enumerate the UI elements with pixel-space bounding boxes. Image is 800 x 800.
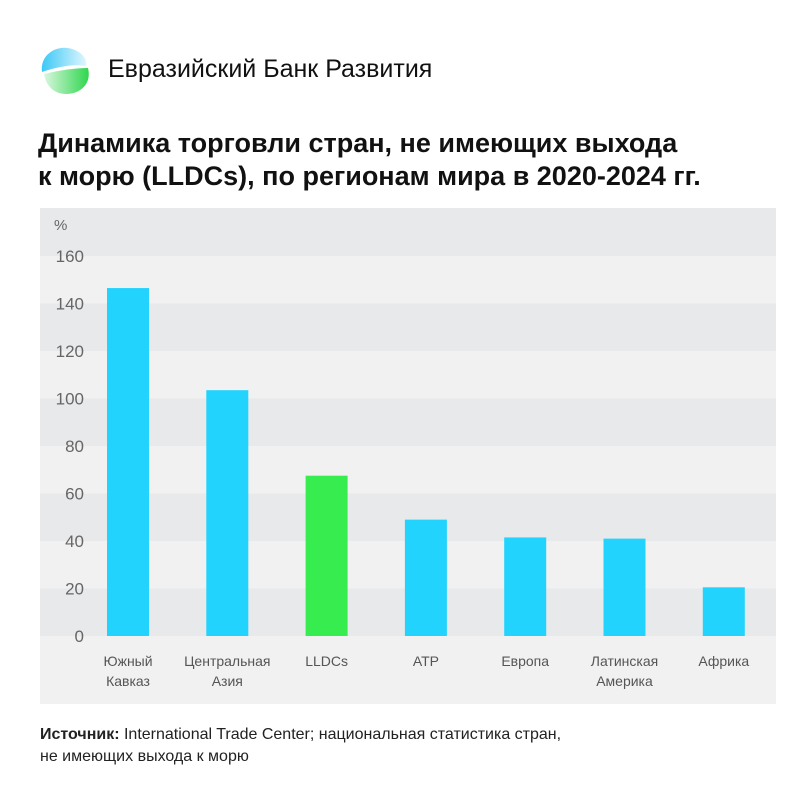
bar-3	[404, 519, 447, 636]
bar-6	[702, 587, 745, 636]
y-tick-label: 0	[75, 627, 84, 646]
y-tick-label: 40	[65, 532, 84, 551]
bar-1	[206, 390, 249, 636]
title-line-1: Динамика торговли стран, не имеющих выхо…	[38, 128, 678, 158]
edb-logo-icon	[41, 47, 89, 94]
y-tick-label: 120	[56, 342, 84, 361]
source-text-1: International Trade Center; национальная…	[119, 726, 562, 743]
chart-title: Динамика торговли стран, не имеющих выхо…	[38, 127, 701, 193]
chart-band	[40, 208, 776, 256]
bar-0	[107, 288, 149, 636]
y-axis-label: %	[54, 217, 67, 234]
source-label: Источник:	[40, 726, 120, 743]
chart-band	[40, 351, 776, 399]
bar-5	[603, 538, 646, 636]
bar-4	[504, 537, 547, 636]
y-tick-label: 100	[56, 390, 84, 409]
source-note: Источник: International Trade Center; на…	[40, 724, 561, 768]
x-tick-label: АТР	[413, 653, 439, 669]
source-text-2: не имеющих выхода к морю	[40, 748, 249, 765]
chart-band	[40, 256, 776, 304]
x-tick-label: Кавказ	[106, 673, 150, 689]
title-line-2: к морю (LLDCs), по регионам мира в 2020-…	[38, 161, 701, 191]
y-tick-label: 60	[65, 485, 84, 504]
x-tick-label: Центральная	[184, 653, 270, 669]
x-tick-label: Южный	[103, 653, 152, 669]
y-tick-label: 140	[56, 295, 84, 314]
x-tick-label: LLDCs	[305, 653, 348, 669]
x-tick-label: Америка	[596, 673, 653, 689]
bar-chart: % 0 20 40 60 80 100 120 140 160 Южный Кавказ Централ…	[40, 208, 776, 704]
chart-band	[40, 446, 776, 494]
bar-2	[305, 475, 348, 636]
y-tick-label: 160	[56, 247, 84, 266]
y-tick-label: 20	[65, 580, 84, 599]
x-tick-label: Азия	[212, 673, 243, 689]
x-tick-label: Латинская	[591, 653, 658, 669]
x-tick-label: Африка	[698, 653, 749, 669]
chart-band	[40, 303, 776, 351]
y-tick-label: 80	[65, 437, 84, 456]
brand-name: Евразийский Банк Развития	[108, 55, 433, 83]
chart-band	[40, 398, 776, 446]
x-tick-label: Европа	[501, 653, 549, 669]
